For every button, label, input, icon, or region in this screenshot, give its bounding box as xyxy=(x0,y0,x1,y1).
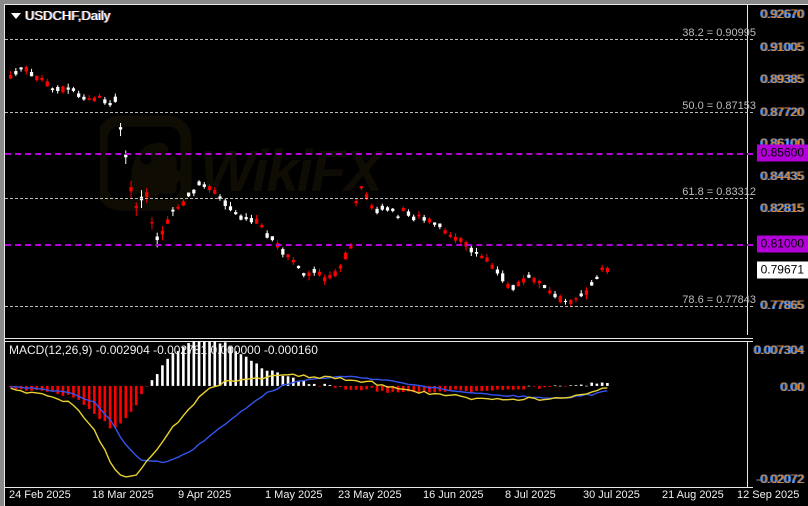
svg-text:WikiFX: WikiFX xyxy=(200,139,386,204)
